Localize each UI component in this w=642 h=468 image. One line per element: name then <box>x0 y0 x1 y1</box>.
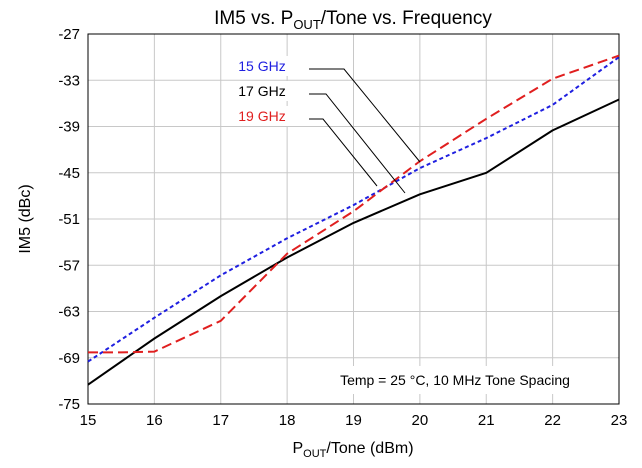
series-line-19-ghz <box>88 54 620 354</box>
y-tick-label: -75 <box>58 396 80 413</box>
y-tick-label: -51 <box>58 211 80 228</box>
legend-label-bg <box>232 56 296 76</box>
y-tick-label: -57 <box>58 257 80 274</box>
series-line-17-ghz <box>87 98 620 386</box>
annotation-text: Temp = 25 °C, 10 MHz Tone Spacing <box>340 372 570 388</box>
grid-lines <box>88 34 619 404</box>
plot-frame <box>87 33 620 405</box>
y-tick-label: -33 <box>58 72 80 89</box>
legend-leader-line <box>309 68 421 163</box>
x-tick-label: 22 <box>544 412 561 429</box>
x-axis-label: POUT/Tone (dBm) <box>292 440 413 460</box>
x-tick-label: 23 <box>611 412 628 429</box>
x-tick-label: 19 <box>345 412 362 429</box>
tick-labels: 15 16 17 18 19 20 21 22 23 -75 -69 -63 -57 -51 -45 -39 -… <box>58 26 627 429</box>
series-layer <box>87 54 620 386</box>
legend-label: 19 GHz <box>238 108 285 124</box>
legend-callouts: 15 GHz 17 GHz 19 GHz <box>232 56 421 194</box>
x-tick-label: 21 <box>478 412 495 429</box>
legend-label-bg <box>232 106 296 126</box>
x-tick-label: 18 <box>279 412 296 429</box>
legend-label-bg <box>232 81 296 101</box>
y-tick-label: -69 <box>58 350 80 367</box>
x-tick-label: 15 <box>80 412 97 429</box>
chart-title: IM5 vs. POUT/Tone vs. Frequency <box>214 8 492 32</box>
annotation-box <box>305 366 605 394</box>
legend-leader-line <box>309 93 406 194</box>
x-tick-label: 20 <box>412 412 429 429</box>
legend-leader-line <box>309 118 378 187</box>
series-line-15-ghz <box>87 56 620 363</box>
y-tick-label: -45 <box>58 165 80 182</box>
y-tick-label: -63 <box>58 304 80 321</box>
y-tick-label: -39 <box>58 119 80 136</box>
y-tick-label: -27 <box>58 26 80 43</box>
legend-label: 17 GHz <box>238 83 285 99</box>
y-axis-label: IM5 (dBc) <box>17 184 34 253</box>
x-tick-label: 17 <box>212 412 229 429</box>
legend-label: 15 GHz <box>238 58 285 74</box>
x-tick-label: 16 <box>146 412 163 429</box>
